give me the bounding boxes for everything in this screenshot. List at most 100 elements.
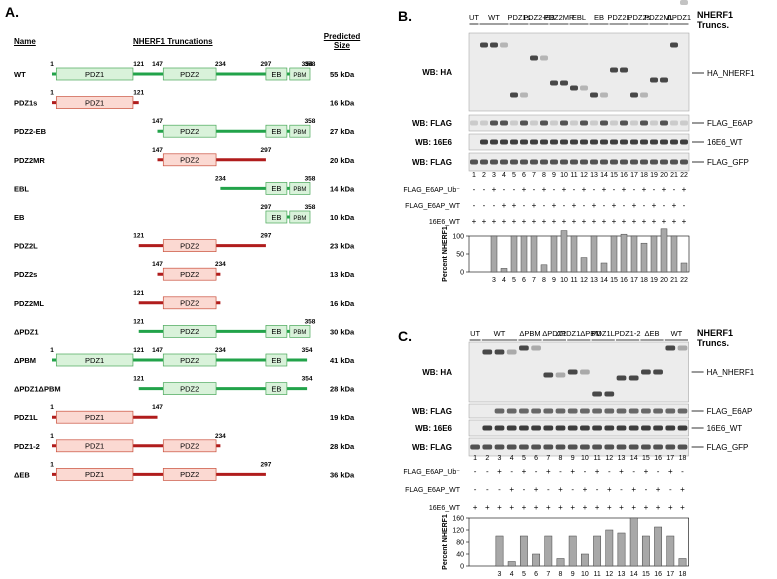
residue-number: 121: [133, 347, 144, 354]
band: [600, 159, 608, 165]
band: [567, 369, 578, 375]
treatment-sign: -: [474, 485, 477, 494]
domain-label: EB: [271, 356, 281, 365]
lane-number: 6: [534, 455, 538, 462]
band: [580, 85, 588, 91]
band: [665, 425, 676, 431]
band: [610, 120, 618, 126]
domain-box: [55, 439, 134, 453]
band: [555, 444, 566, 450]
construct-size: 16 kDa: [330, 299, 355, 308]
domain-label: PDZ1: [85, 356, 104, 365]
band: [520, 120, 528, 126]
lane-number: 3: [498, 455, 502, 462]
lane-number: 20: [660, 172, 668, 179]
band: [510, 139, 518, 145]
construct-size: 13 kDa: [330, 270, 355, 279]
domain-label: PDZ2: [180, 470, 199, 479]
treatment-sign: +: [682, 185, 687, 194]
lane-number: 8: [542, 172, 546, 179]
band: [480, 139, 488, 145]
band: [530, 55, 538, 61]
treatment-sign: -: [596, 485, 599, 494]
band: [653, 369, 663, 375]
x-tick-label: 11: [570, 277, 577, 284]
band: [567, 408, 578, 414]
domain-box: [289, 210, 311, 224]
band: [560, 159, 568, 165]
lane-number: 1: [472, 172, 476, 179]
lane-number: 19: [650, 172, 658, 179]
domain-label: PDZ2: [180, 127, 199, 136]
construct-row: ΔPBM 41 kDa PDZ1 PDZ2 EB 1 121 147 234 354: [14, 347, 355, 367]
domain-box: [162, 153, 217, 167]
treatment-sign: +: [558, 485, 563, 494]
band: [616, 425, 627, 431]
domain-box: [162, 296, 217, 310]
band: [641, 425, 651, 431]
treatment-sign: -: [559, 467, 562, 476]
band: [530, 120, 538, 126]
column-truncations-header: NHERF1 Truncations: [133, 37, 213, 46]
band: [616, 444, 627, 450]
construct-row: ΔEB 36 kDa PDZ1 PDZ2 1 297: [14, 461, 355, 481]
domain-label: PDZ1: [85, 442, 104, 451]
bar: [666, 535, 675, 567]
domain-box: [265, 353, 288, 367]
construct-size: 41 kDa: [330, 356, 355, 365]
panel-c-label: C.: [398, 328, 412, 344]
lane-number: 1: [473, 455, 477, 462]
treatment-sign: +: [562, 185, 567, 194]
band: [677, 425, 688, 431]
band: [641, 444, 651, 450]
lane-number: 3: [492, 172, 496, 179]
construct-size: 30 kDa: [330, 327, 355, 336]
band: [550, 139, 558, 145]
band: [540, 139, 548, 145]
bar: [680, 262, 688, 273]
residue-number: 1: [50, 347, 54, 354]
band: [560, 120, 568, 126]
lane-group-label: ΔPDZ1: [667, 13, 691, 22]
band: [630, 92, 638, 98]
residue-number: 147: [152, 404, 163, 411]
domain-label: PDZ1: [85, 98, 104, 107]
bar: [520, 235, 528, 273]
construct-row: PDZ2MR 20 kDa PDZ2 147 297: [14, 147, 355, 167]
x-tick-label: 16: [620, 277, 628, 284]
band: [580, 369, 590, 375]
treatment-label: FLAG_E6AP_Ub⁻: [403, 469, 460, 476]
band: [680, 139, 688, 145]
column-name-header: Name: [14, 37, 36, 46]
treatment-sign: -: [663, 201, 666, 210]
band: [531, 425, 541, 431]
x-tick-label: 8: [542, 277, 546, 284]
domain-box: [162, 67, 217, 81]
lane-number: 8: [559, 455, 563, 462]
band: [506, 444, 517, 450]
y-tick-label: 160: [452, 516, 464, 523]
residue-number: 234: [215, 175, 226, 182]
lane-number: 14: [600, 172, 608, 179]
column-size-header: Predicted Size: [323, 32, 361, 50]
domain-box: [289, 124, 311, 138]
domain-box: [289, 67, 311, 81]
bar: [530, 235, 538, 273]
residue-number: 358: [305, 175, 316, 182]
treatment-sign: +: [656, 503, 661, 512]
band: [580, 408, 590, 414]
lane-group-label: ΔPBM: [519, 329, 540, 338]
treatment-sign: +: [680, 503, 685, 512]
band-label: FLAG_E6AP: [707, 407, 753, 416]
band: [616, 375, 627, 381]
band: [604, 408, 615, 414]
band: [555, 425, 566, 431]
construct-name: WT: [14, 70, 26, 79]
band: [640, 92, 648, 98]
band: [604, 444, 615, 450]
treatment-sign: +: [595, 503, 600, 512]
band: [628, 408, 639, 414]
construct-name: ΔPDZ1ΔPBM: [14, 385, 61, 394]
